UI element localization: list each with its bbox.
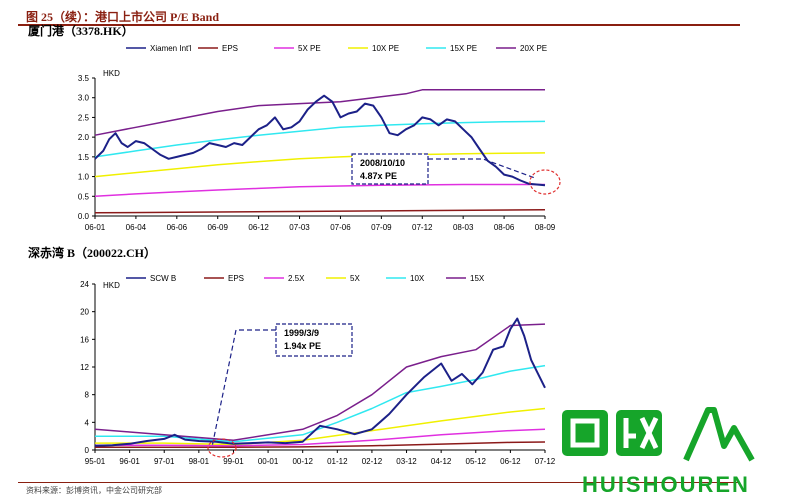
series-line-15x	[94, 323, 546, 442]
y-tick-label: 16	[80, 335, 89, 344]
x-tick-label: 07-03	[289, 223, 310, 232]
x-tick-label: 96-01	[119, 457, 140, 466]
x-tick-label: 07-06	[330, 223, 351, 232]
series-line-scw-b	[94, 317, 546, 447]
y-tick-label: 1.0	[78, 173, 90, 182]
y-tick-label: 2.5	[78, 113, 90, 122]
series-line-15x-pe	[94, 120, 546, 158]
x-tick-label: 98-01	[189, 457, 210, 466]
x-tick-label: 06-01	[85, 223, 106, 232]
xiamen-pe-band-chart: Xiamen Int'l EPS 5X PE 10X PE 15X PE 20X PE HK…	[78, 44, 561, 232]
annotation-text: 1999/3/9	[284, 328, 319, 338]
figure-title: 图 25（续）：港口上市公司 P/E Band	[26, 10, 220, 24]
legend-label-eps: EPS	[228, 274, 244, 283]
figure-header: 图 25（续）：港口上市公司 P/E Band	[18, 6, 740, 26]
x-tick-label: 07-09	[371, 223, 392, 232]
y-tick-label: 12	[80, 363, 89, 372]
legend-label-5x-pe: 5X PE	[298, 44, 321, 53]
y-tick-label: 0.5	[78, 192, 90, 201]
y-tick-label: 3.0	[78, 94, 90, 103]
x-tick-label: 03-12	[396, 457, 417, 466]
y-tick-label: 24	[80, 280, 89, 289]
x-tick-label: 07-12	[412, 223, 433, 232]
x-tick-label: 07-12	[535, 457, 556, 466]
x-tick-label: 06-12	[248, 223, 269, 232]
y-tick-label: 4	[85, 418, 90, 427]
watermark-glyph-icon	[616, 410, 662, 456]
watermark-glyph-strokes	[623, 416, 659, 450]
x-tick-label: 02-12	[362, 457, 383, 466]
series-line-xiamen-int-l	[94, 94, 546, 187]
x-tick-label: 95-01	[85, 457, 106, 466]
x-tick-label: 06-12	[500, 457, 521, 466]
x-tick-label: 05-12	[466, 457, 487, 466]
legend-label-10x: 10X	[410, 274, 425, 283]
y-tick-label: 20	[80, 308, 89, 317]
huishouren-watermark-logo: HUISHOUREN	[562, 407, 755, 497]
legend-label-20x-pe: 20X PE	[520, 44, 547, 53]
footer-rule	[18, 482, 740, 483]
watermark-text: HUISHOUREN	[582, 472, 750, 497]
annotation-box	[275, 323, 353, 357]
annotation-leader-line	[428, 158, 536, 179]
x-tick-label: 08-09	[535, 223, 556, 232]
x-tick-label: 06-06	[167, 223, 188, 232]
legend-label-xiamen-int-l: Xiamen Int'l	[150, 44, 192, 53]
x-tick-label: 04-12	[431, 457, 452, 466]
x-tick-label: 00-12	[292, 457, 313, 466]
legend-label-10x-pe: 10X PE	[372, 44, 399, 53]
annotation-text: 4.87x PE	[360, 171, 397, 181]
highlight-circle	[207, 438, 237, 458]
series-line-10x-pe	[94, 152, 546, 178]
y-tick-label: 0.0	[78, 212, 90, 221]
series-line-5x-pe	[94, 183, 545, 198]
y-tick-label: 0	[85, 446, 90, 455]
legend-label-15x: 15X	[470, 274, 485, 283]
y-tick-label: 1.5	[78, 153, 90, 162]
legend-label-5x: 5X	[350, 274, 360, 283]
highlight-circle	[529, 169, 561, 195]
series-line-eps	[95, 441, 546, 448]
x-tick-label: 99-01	[223, 457, 244, 466]
x-tick-label: 97-01	[154, 457, 175, 466]
x-tick-label: 00-01	[258, 457, 279, 466]
annotation-text: 2008/10/10	[360, 158, 405, 168]
x-tick-label: 01-12	[327, 457, 348, 466]
y-tick-label: 2.0	[78, 133, 90, 142]
x-tick-label: 06-04	[126, 223, 147, 232]
annotation-box	[351, 153, 429, 185]
y-tick-label: 8	[85, 391, 90, 400]
chiwan-pe-band-chart: SCW B EPS 2.5X 5X 10X 15X HKD 0 4 8 12 16 20 24 95-01 9…	[80, 274, 556, 466]
source-note: 资料来源：彭博资讯，中金公司研究部	[26, 486, 162, 495]
series-line-2-5x	[95, 428, 546, 447]
legend-label-15x-pe: 15X PE	[450, 44, 477, 53]
legend-label-2-5x: 2.5X	[288, 274, 305, 283]
y-axis-unit-label: HKD	[103, 281, 120, 290]
y-axis-unit-label: HKD	[103, 69, 120, 78]
series-line-10x	[95, 364, 546, 443]
y-tick-label: 3.5	[78, 74, 90, 83]
watermark-mountain-icon	[683, 407, 755, 462]
legend-label-eps: EPS	[222, 44, 238, 53]
series-line-5x	[95, 407, 546, 446]
watermark-square-inner	[570, 418, 600, 448]
x-tick-label: 06-09	[207, 223, 228, 232]
series-line-eps	[94, 208, 546, 214]
annotation-leader-line	[211, 329, 276, 448]
footer: 资料来源：彭博资讯，中金公司研究部	[18, 482, 740, 498]
x-tick-label: 08-06	[494, 223, 515, 232]
header-rule	[18, 24, 740, 26]
x-tick-label: 08-03	[453, 223, 474, 232]
chart-label-chiwan: 深赤湾 B（200022.CH）	[28, 246, 157, 260]
series-line-20x-pe	[94, 89, 545, 136]
legend-label-scw-b: SCW B	[150, 274, 176, 283]
annotation-text: 1.94x PE	[284, 341, 321, 351]
watermark-square-icon	[562, 410, 608, 456]
chart-label-xiamen: 厦门港（3378.HK）	[28, 24, 134, 38]
